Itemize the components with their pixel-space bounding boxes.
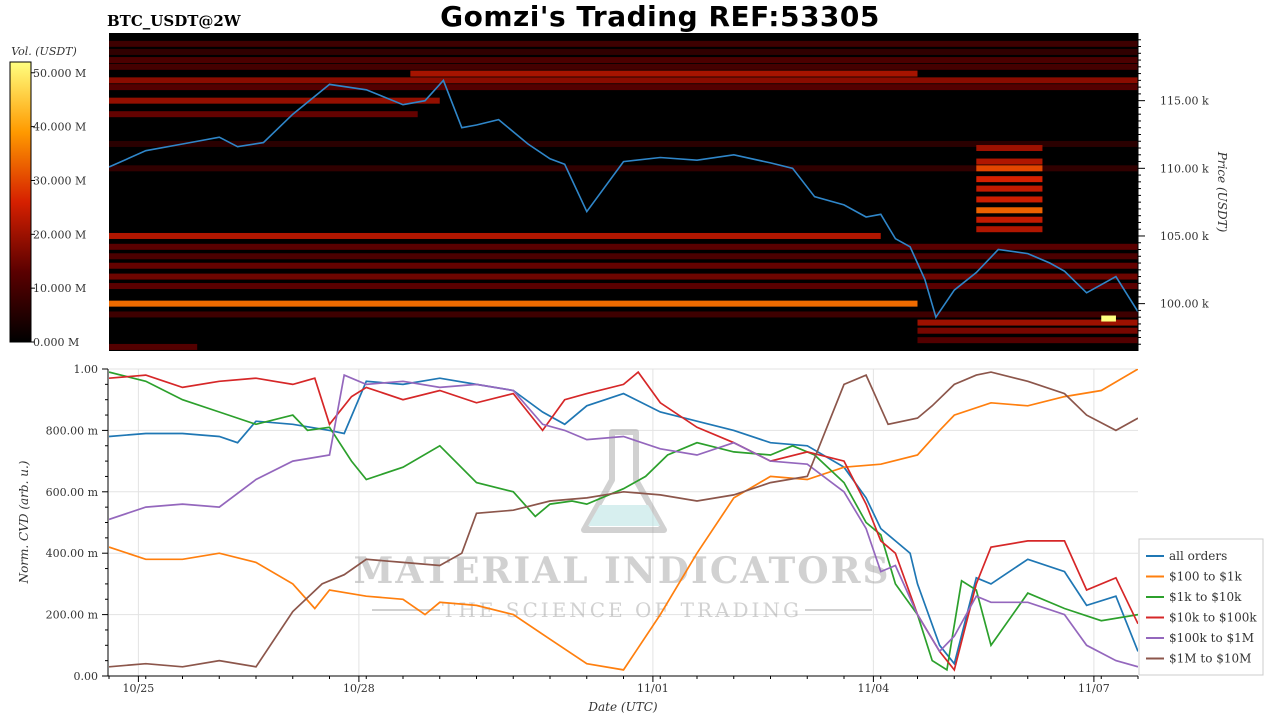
cvd-series-line [109, 377, 1138, 666]
cvd-x-tick-label: 11/04 [858, 682, 890, 695]
watermark-title: MATERIAL INDICATORS [353, 550, 890, 592]
liquidity-band [917, 327, 1138, 334]
liquidity-band [976, 196, 1043, 203]
colorbar-label: Vol. (USDT) [11, 45, 77, 58]
liquidity-band [109, 343, 198, 350]
liquidity-band [976, 207, 1043, 214]
page-title: Gomzi's Trading REF:53305 [440, 0, 880, 33]
liquidity-band [976, 145, 1043, 152]
heatmap-bands [109, 40, 1138, 350]
legend-label: all orders [1169, 549, 1227, 563]
price-tick-label: 110.00 k [1160, 162, 1209, 175]
legend-label: $100k to $1M [1169, 631, 1254, 645]
legend: all orders $100 to $1k $1k to $10k $10k to … [1146, 549, 1257, 666]
price-tick-label: 105.00 k [1160, 230, 1209, 243]
liquidity-band [109, 48, 1138, 55]
cvd-series-line [109, 370, 1138, 672]
liquidity-band [109, 57, 1138, 64]
flask-liquid-icon [588, 505, 660, 526]
liquidity-band [109, 243, 1138, 250]
liquidity-band [976, 158, 1043, 165]
cvd-series-line [109, 373, 1138, 668]
liquidity-band [109, 97, 440, 104]
liquidity-band [109, 311, 1138, 318]
cvd-y-tick-label: 800.00 m [46, 424, 99, 437]
cvd-y-tick-label: 0.00 [74, 670, 99, 683]
colorbar-tick-label: 0.000 M [33, 336, 79, 349]
flask-icon [581, 429, 667, 533]
legend-label: $1M to $10M [1169, 652, 1251, 666]
liquidity-band [1101, 315, 1116, 322]
liquidity-band [109, 77, 1138, 84]
price-line [109, 78, 1138, 320]
legend-box [1138, 538, 1264, 676]
liquidity-band [976, 176, 1043, 183]
watermark: MATERIAL INDICATORS THE SCIENCE OF TRADI… [353, 429, 890, 622]
liquidity-band [109, 140, 1138, 147]
cvd-x-axis-title: Date (UTC) [587, 700, 657, 714]
liquidity-band [109, 165, 1138, 172]
cvd-series [109, 369, 1138, 672]
liquidity-band [976, 165, 1043, 172]
cvd-y-tick-label: 1.00 [74, 363, 99, 376]
legend-label: $1k to $10k [1169, 590, 1242, 604]
liquidity-band [109, 111, 418, 118]
cvd-y-tick-label: 200.00 m [46, 609, 99, 622]
liquidity-band [976, 216, 1043, 223]
colorbar-tick-label: 40.000 M [33, 121, 86, 134]
colorbar-tick-label: 10.000 M [33, 282, 86, 295]
cvd-y-ticks: 0.00 200.00 m 400.00 m 600.00 m 800.00 m 1.00 [46, 363, 108, 683]
price-axis-title: Price (USDT) [1215, 151, 1229, 233]
cvd-y-axis-title: Norm. CVD (arb. u.) [17, 460, 31, 584]
colorbar-tick-label: 50.000 M [33, 67, 86, 80]
liquidity-band [109, 84, 1138, 91]
cvd-series-line [109, 369, 1138, 671]
liquidity-band [917, 319, 1138, 326]
liquidity-band [917, 337, 1138, 344]
liquidity-band [109, 40, 1138, 47]
legend-label: $100 to $1k [1169, 570, 1242, 584]
cvd-series-line [109, 371, 1138, 668]
liquidity-band [109, 300, 918, 307]
liquidity-band [976, 226, 1043, 233]
watermark-subtitle: THE SCIENCE OF TRADING [442, 598, 802, 622]
liquidity-band [109, 273, 1138, 280]
liquidity-band [109, 283, 1138, 290]
symbol-label: BTC_USDT@2W [107, 12, 241, 30]
price-tick-label: 115.00 k [1160, 95, 1209, 108]
cvd-x-tick-label: 10/25 [123, 682, 155, 695]
cvd-x-ticks: 10/25 10/28 11/01 11/04 11/07 [108, 676, 1139, 695]
cvd-y-tick-label: 400.00 m [46, 547, 99, 560]
cvd-x-tick-label: 10/28 [343, 682, 375, 695]
cvd-x-tick-label: 11/07 [1078, 682, 1110, 695]
liquidity-band [976, 185, 1043, 192]
cvd-series-line [109, 371, 1138, 672]
liquidity-band [109, 63, 1138, 70]
cvd-y-tick-label: 600.00 m [46, 486, 99, 499]
colorbar-tick-label: 20.000 M [33, 228, 86, 241]
liquidity-band [109, 253, 1138, 260]
liquidity-band [410, 70, 918, 77]
colorbar [9, 61, 32, 343]
price-axis-ticks: 100.00 k 105.00 k 110.00 k 115.00 k [1138, 39, 1209, 345]
legend-label: $10k to $100k [1169, 611, 1257, 625]
price-tick-label: 100.00 k [1160, 298, 1209, 311]
liquidity-band [109, 232, 881, 239]
cvd-x-tick-label: 11/01 [637, 682, 669, 695]
liquidity-band [109, 262, 1138, 269]
colorbar-ticks: 0.000 M 10.000 M 20.000 M 30.000 M 40.000 M 5… [31, 67, 86, 349]
colorbar-tick-label: 30.000 M [33, 174, 86, 187]
